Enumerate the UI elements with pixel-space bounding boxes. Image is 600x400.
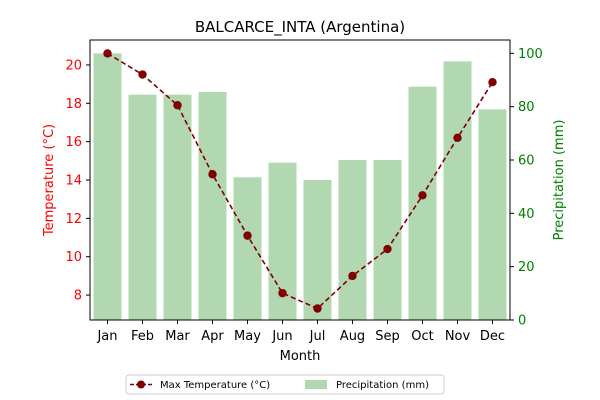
temperature-series-line bbox=[107, 52, 494, 310]
y-right-tick-label: 100 bbox=[518, 47, 543, 62]
y-axis-right: 0 20 40 60 80 100 bbox=[510, 47, 543, 329]
precipitation-bar-oct bbox=[408, 86, 437, 321]
temperature-point-apr bbox=[208, 170, 217, 179]
temperature-point-oct bbox=[418, 191, 427, 200]
x-tick-label: Apr bbox=[201, 329, 224, 344]
x-tick-label: Sep bbox=[375, 329, 400, 344]
y-left-tick-label: 10 bbox=[65, 250, 82, 265]
precipitation-bar-may bbox=[233, 177, 262, 320]
y-right-tick-label: 40 bbox=[518, 207, 535, 222]
y-left-tick-label: 14 bbox=[65, 174, 82, 189]
precipitation-bar-dec bbox=[478, 109, 507, 320]
y-right-tick-label: 20 bbox=[518, 260, 535, 275]
y-right-tick-label: 60 bbox=[518, 154, 535, 169]
x-tick-label: May bbox=[234, 329, 261, 344]
temperature-point-sep bbox=[383, 244, 392, 254]
legend-label-temperature: Max Temperature (°C) bbox=[160, 380, 270, 391]
precipitation-bar-jul bbox=[303, 180, 332, 320]
y-right-tick-label: 80 bbox=[518, 100, 535, 115]
y-left-tick-label: 16 bbox=[65, 135, 82, 150]
precipitation-bars bbox=[93, 53, 507, 321]
temperature-line bbox=[103, 49, 497, 313]
y-axis-left: 8 10 12 14 16 18 20 bbox=[65, 58, 90, 304]
precipitation-bar-aug bbox=[338, 160, 367, 320]
chart-title: BALCARCE_INTA (Argentina) bbox=[195, 18, 405, 37]
precipitation-bar-jan bbox=[93, 53, 122, 320]
y-left-tick-label: 8 bbox=[74, 289, 82, 304]
x-tick-label: Aug bbox=[340, 329, 365, 344]
x-tick-label: Jun bbox=[271, 329, 292, 344]
x-tick-label: Nov bbox=[445, 329, 471, 344]
precipitation-bar-nov bbox=[443, 61, 472, 320]
temperature-point-jul bbox=[313, 304, 322, 313]
legend-marker-swatch bbox=[137, 380, 145, 389]
y-axis-left-label: Temperature (°C) bbox=[42, 124, 57, 237]
x-tick-label: Mar bbox=[165, 329, 190, 344]
precipitation-bar-apr bbox=[198, 92, 227, 320]
temperature-point-aug bbox=[348, 271, 357, 281]
temperature-point-jun bbox=[278, 288, 287, 298]
x-axis: Jan Feb Mar Apr May Jun Jul Aug Sep Oct Nov Dec bbox=[96, 320, 505, 344]
temperature-point-mar bbox=[173, 101, 182, 110]
y-right-tick-label: 0 bbox=[518, 314, 526, 329]
x-tick-label: Jul bbox=[309, 329, 326, 344]
temperature-point-nov bbox=[453, 133, 462, 143]
y-left-tick-label: 20 bbox=[65, 58, 82, 73]
legend-box bbox=[125, 374, 445, 395]
x-tick-label: Dec bbox=[480, 329, 505, 344]
temperature-point-jan bbox=[103, 49, 112, 58]
x-axis-label: Month bbox=[280, 349, 321, 364]
temperature-point-dec bbox=[488, 77, 497, 87]
precipitation-bar-mar bbox=[163, 94, 192, 321]
precipitation-bar-feb bbox=[128, 94, 157, 321]
y-axis-right-label: Precipitation (mm) bbox=[552, 120, 567, 241]
x-tick-label: Oct bbox=[411, 329, 433, 344]
x-tick-label: Feb bbox=[131, 329, 154, 344]
precipitation-bar-sep bbox=[373, 160, 402, 320]
temperature-point-may bbox=[243, 231, 252, 240]
legend: Max Temperature (°C) Precipitation (mm) bbox=[125, 374, 445, 395]
legend-bar-swatch bbox=[305, 380, 327, 389]
legend-label-precipitation: Precipitation (mm) bbox=[336, 380, 429, 391]
x-tick-label: Jan bbox=[96, 329, 117, 344]
y-left-tick-label: 18 bbox=[65, 97, 82, 112]
y-left-tick-label: 12 bbox=[65, 212, 82, 227]
temperature-point-feb bbox=[138, 70, 147, 79]
